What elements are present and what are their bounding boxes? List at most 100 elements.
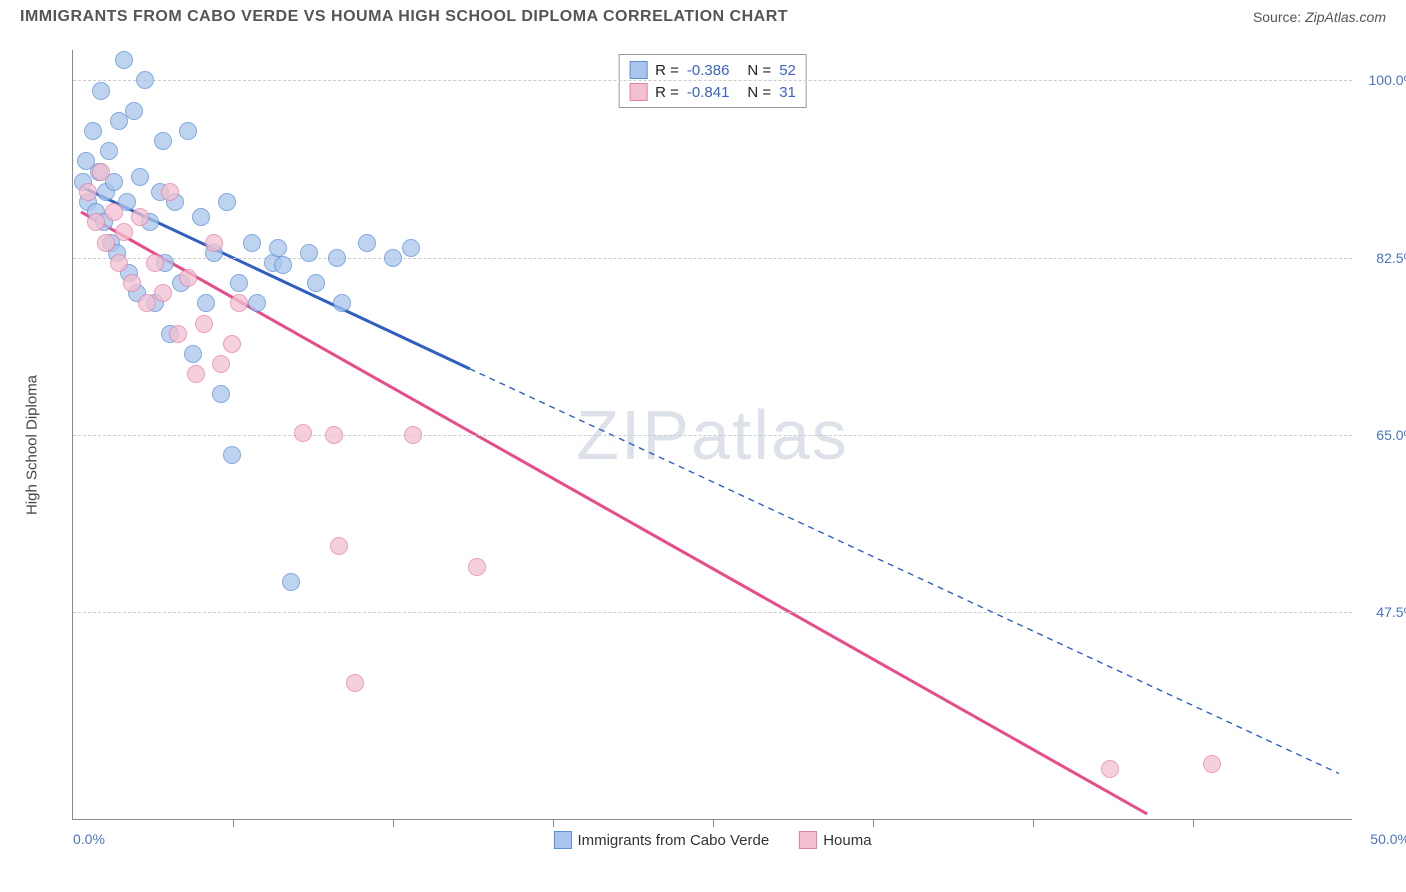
y-tick-label: 82.5%: [1356, 250, 1406, 266]
data-point: [212, 355, 230, 373]
data-point: [179, 122, 197, 140]
legend-swatch: [629, 83, 647, 101]
data-point: [1101, 760, 1119, 778]
data-point: [195, 315, 213, 333]
data-point: [243, 234, 261, 252]
data-point: [115, 223, 133, 241]
y-tick-label: 47.5%: [1356, 604, 1406, 620]
data-point: [346, 674, 364, 692]
data-point: [146, 254, 164, 272]
data-point: [136, 71, 154, 89]
grid-line: [73, 435, 1352, 436]
data-point: [79, 183, 97, 201]
stat-n-label: N =: [747, 84, 771, 101]
data-point: [205, 234, 223, 252]
legend-label: Houma: [823, 832, 871, 849]
data-point: [187, 365, 205, 383]
data-point: [179, 269, 197, 287]
stat-n-value: 52: [779, 62, 796, 79]
data-point: [87, 213, 105, 231]
stat-r-value: -0.841: [687, 84, 730, 101]
source-attribution: Source: ZipAtlas.com: [1253, 9, 1386, 25]
data-point: [300, 244, 318, 262]
data-point: [282, 573, 300, 591]
data-point: [212, 385, 230, 403]
x-tick: [713, 819, 714, 827]
x-tick: [233, 819, 234, 827]
data-point: [131, 208, 149, 226]
data-point: [248, 294, 266, 312]
x-axis-min-label: 0.0%: [73, 831, 105, 847]
data-point: [110, 254, 128, 272]
grid-line: [73, 80, 1352, 81]
data-point: [358, 234, 376, 252]
source-value: ZipAtlas.com: [1305, 9, 1386, 25]
x-tick: [393, 819, 394, 827]
data-point: [125, 102, 143, 120]
x-tick: [553, 819, 554, 827]
chart-title: IMMIGRANTS FROM CABO VERDE VS HOUMA HIGH…: [20, 8, 788, 26]
stats-legend-row: R = -0.386 N = 52: [629, 59, 796, 81]
data-point: [294, 424, 312, 442]
stat-r-label: R =: [655, 62, 679, 79]
data-point: [274, 256, 292, 274]
data-point: [115, 51, 133, 69]
series-legend: Immigrants from Cabo Verde Houma: [553, 831, 871, 849]
stat-n-label: N =: [747, 62, 771, 79]
data-point: [154, 284, 172, 302]
stats-legend-row: R = -0.841 N = 31: [629, 81, 796, 103]
data-point: [92, 82, 110, 100]
data-point: [105, 203, 123, 221]
plot-area: ZIPatlas R = -0.386N = 52R = -0.841N = 3…: [72, 50, 1352, 820]
data-point: [218, 193, 236, 211]
data-point: [307, 274, 325, 292]
data-point: [154, 132, 172, 150]
data-point: [184, 345, 202, 363]
legend-item: Immigrants from Cabo Verde: [553, 831, 769, 849]
stat-n-value: 31: [779, 84, 796, 101]
regression-line-dashed: [470, 369, 1339, 774]
data-point: [223, 335, 241, 353]
y-tick-label: 100.0%: [1356, 72, 1406, 88]
data-point: [123, 274, 141, 292]
x-tick: [1033, 819, 1034, 827]
data-point: [131, 168, 149, 186]
data-point: [325, 426, 343, 444]
legend-item: Houma: [799, 831, 871, 849]
data-point: [384, 249, 402, 267]
legend-swatch: [553, 831, 571, 849]
data-point: [468, 558, 486, 576]
data-point: [330, 537, 348, 555]
data-point: [169, 325, 187, 343]
data-point: [404, 426, 422, 444]
legend-label: Immigrants from Cabo Verde: [577, 832, 769, 849]
x-tick: [873, 819, 874, 827]
chart-container: High School Diploma ZIPatlas R = -0.386N…: [52, 50, 1372, 840]
data-point: [223, 446, 241, 464]
data-point: [230, 274, 248, 292]
data-point: [97, 234, 115, 252]
data-point: [333, 294, 351, 312]
legend-swatch: [629, 61, 647, 79]
source-label: Source:: [1253, 9, 1301, 25]
data-point: [328, 249, 346, 267]
data-point: [269, 239, 287, 257]
x-tick: [1193, 819, 1194, 827]
data-point: [84, 122, 102, 140]
x-axis-max-label: 50.0%: [1370, 831, 1406, 847]
y-tick-label: 65.0%: [1356, 427, 1406, 443]
data-point: [1203, 755, 1221, 773]
stat-r-label: R =: [655, 84, 679, 101]
data-point: [197, 294, 215, 312]
grid-line: [73, 612, 1352, 613]
data-point: [402, 239, 420, 257]
chart-header: IMMIGRANTS FROM CABO VERDE VS HOUMA HIGH…: [0, 0, 1406, 26]
y-axis-title: High School Diploma: [24, 375, 41, 515]
stat-r-value: -0.386: [687, 62, 730, 79]
data-point: [161, 183, 179, 201]
legend-swatch: [799, 831, 817, 849]
data-point: [230, 294, 248, 312]
data-point: [100, 142, 118, 160]
data-point: [192, 208, 210, 226]
data-point: [92, 163, 110, 181]
